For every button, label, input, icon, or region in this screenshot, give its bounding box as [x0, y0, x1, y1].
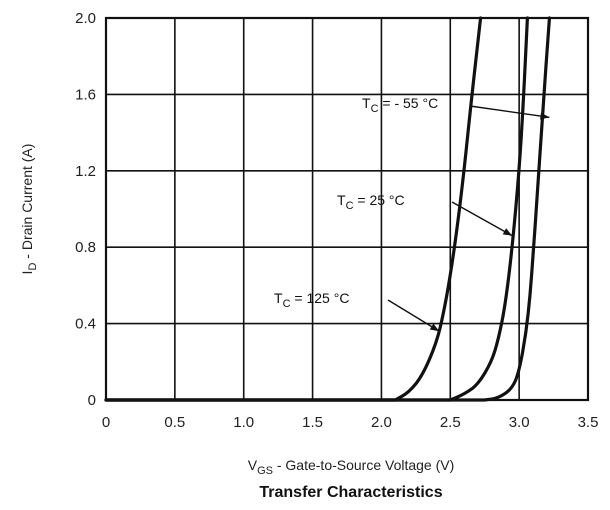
y-tick-label: 1.6	[75, 86, 96, 103]
x-tick-label: 2.0	[371, 414, 392, 431]
y-tick-label: 2.0	[75, 10, 96, 27]
annotation-label: TC = - 55 °C	[362, 95, 438, 115]
y-tick-label: 0.8	[75, 239, 96, 256]
annotation-arrowhead	[540, 112, 550, 120]
y-tick-label: 1.2	[75, 163, 96, 180]
chart-title: Transfer Characteristics	[259, 484, 442, 501]
x-tick-label: 0	[102, 414, 110, 431]
annotation-label: TC = 125 °C	[274, 290, 349, 310]
x-tick-label: 3.5	[578, 414, 599, 431]
x-tick-label: 1.5	[302, 414, 323, 431]
annotation-arrowhead	[502, 228, 513, 236]
x-axis-label: VGS - Gate-to-Source Voltage (V)	[248, 457, 455, 477]
y-tick-labels: 0 0.4 0.8 1.2 1.6 2.0	[75, 10, 96, 409]
x-tick-label: 3.0	[509, 414, 530, 431]
annotation-arrowhead	[429, 323, 440, 332]
curve-series-3	[104, 16, 552, 402]
curve-series-2	[104, 16, 530, 402]
curves	[104, 16, 552, 402]
y-tick-label: 0	[88, 392, 96, 409]
annotation-arrow	[451, 201, 513, 237]
annotation-arrow	[387, 299, 440, 332]
curve-series-1	[104, 16, 483, 402]
annotation-arrow	[469, 105, 550, 119]
curve-annotations: TC = - 55 °C TC = 25 °C TC = 125 °C	[274, 95, 550, 332]
y-axis-label: ID - Drain Current (A)	[19, 144, 39, 275]
x-tick-label: 2.5	[440, 414, 461, 431]
annotation-label: TC = 25 °C	[337, 192, 405, 212]
x-tick-label: 0.5	[164, 414, 185, 431]
x-tick-labels: 0 0.5 1.0 1.5 2.0 2.5 3.0 3.5	[102, 414, 599, 431]
x-tick-label: 1.0	[233, 414, 254, 431]
y-tick-label: 0.4	[75, 316, 96, 333]
